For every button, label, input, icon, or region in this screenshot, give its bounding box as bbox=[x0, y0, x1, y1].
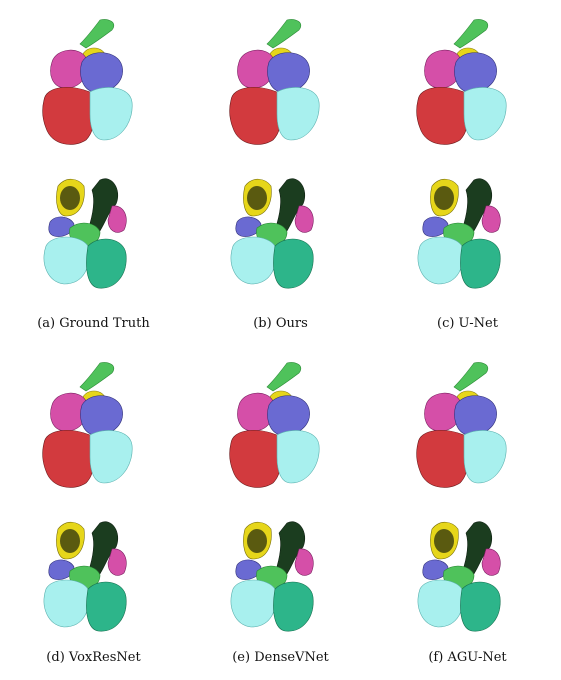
caption-c: (c) U-Net bbox=[437, 316, 498, 331]
heart-render-d bbox=[42, 362, 133, 632]
panel-b bbox=[187, 0, 374, 310]
heart-render-c bbox=[416, 19, 507, 289]
caption-e: (e) DenseVNet bbox=[232, 650, 329, 665]
panel-f bbox=[374, 343, 561, 653]
caption-b: (b) Ours bbox=[253, 316, 308, 331]
heart-render-e bbox=[229, 362, 320, 632]
panel-d bbox=[0, 343, 187, 653]
heart-render-b bbox=[229, 19, 320, 289]
panel-a bbox=[0, 0, 187, 310]
heart-render-a bbox=[42, 19, 133, 289]
panel-c bbox=[374, 0, 561, 310]
heart-render-f bbox=[416, 362, 507, 632]
caption-f: (f) AGU-Net bbox=[428, 650, 507, 665]
caption-a: (a) Ground Truth bbox=[37, 316, 150, 331]
panel-e bbox=[187, 343, 374, 653]
caption-d: (d) VoxResNet bbox=[46, 650, 141, 665]
